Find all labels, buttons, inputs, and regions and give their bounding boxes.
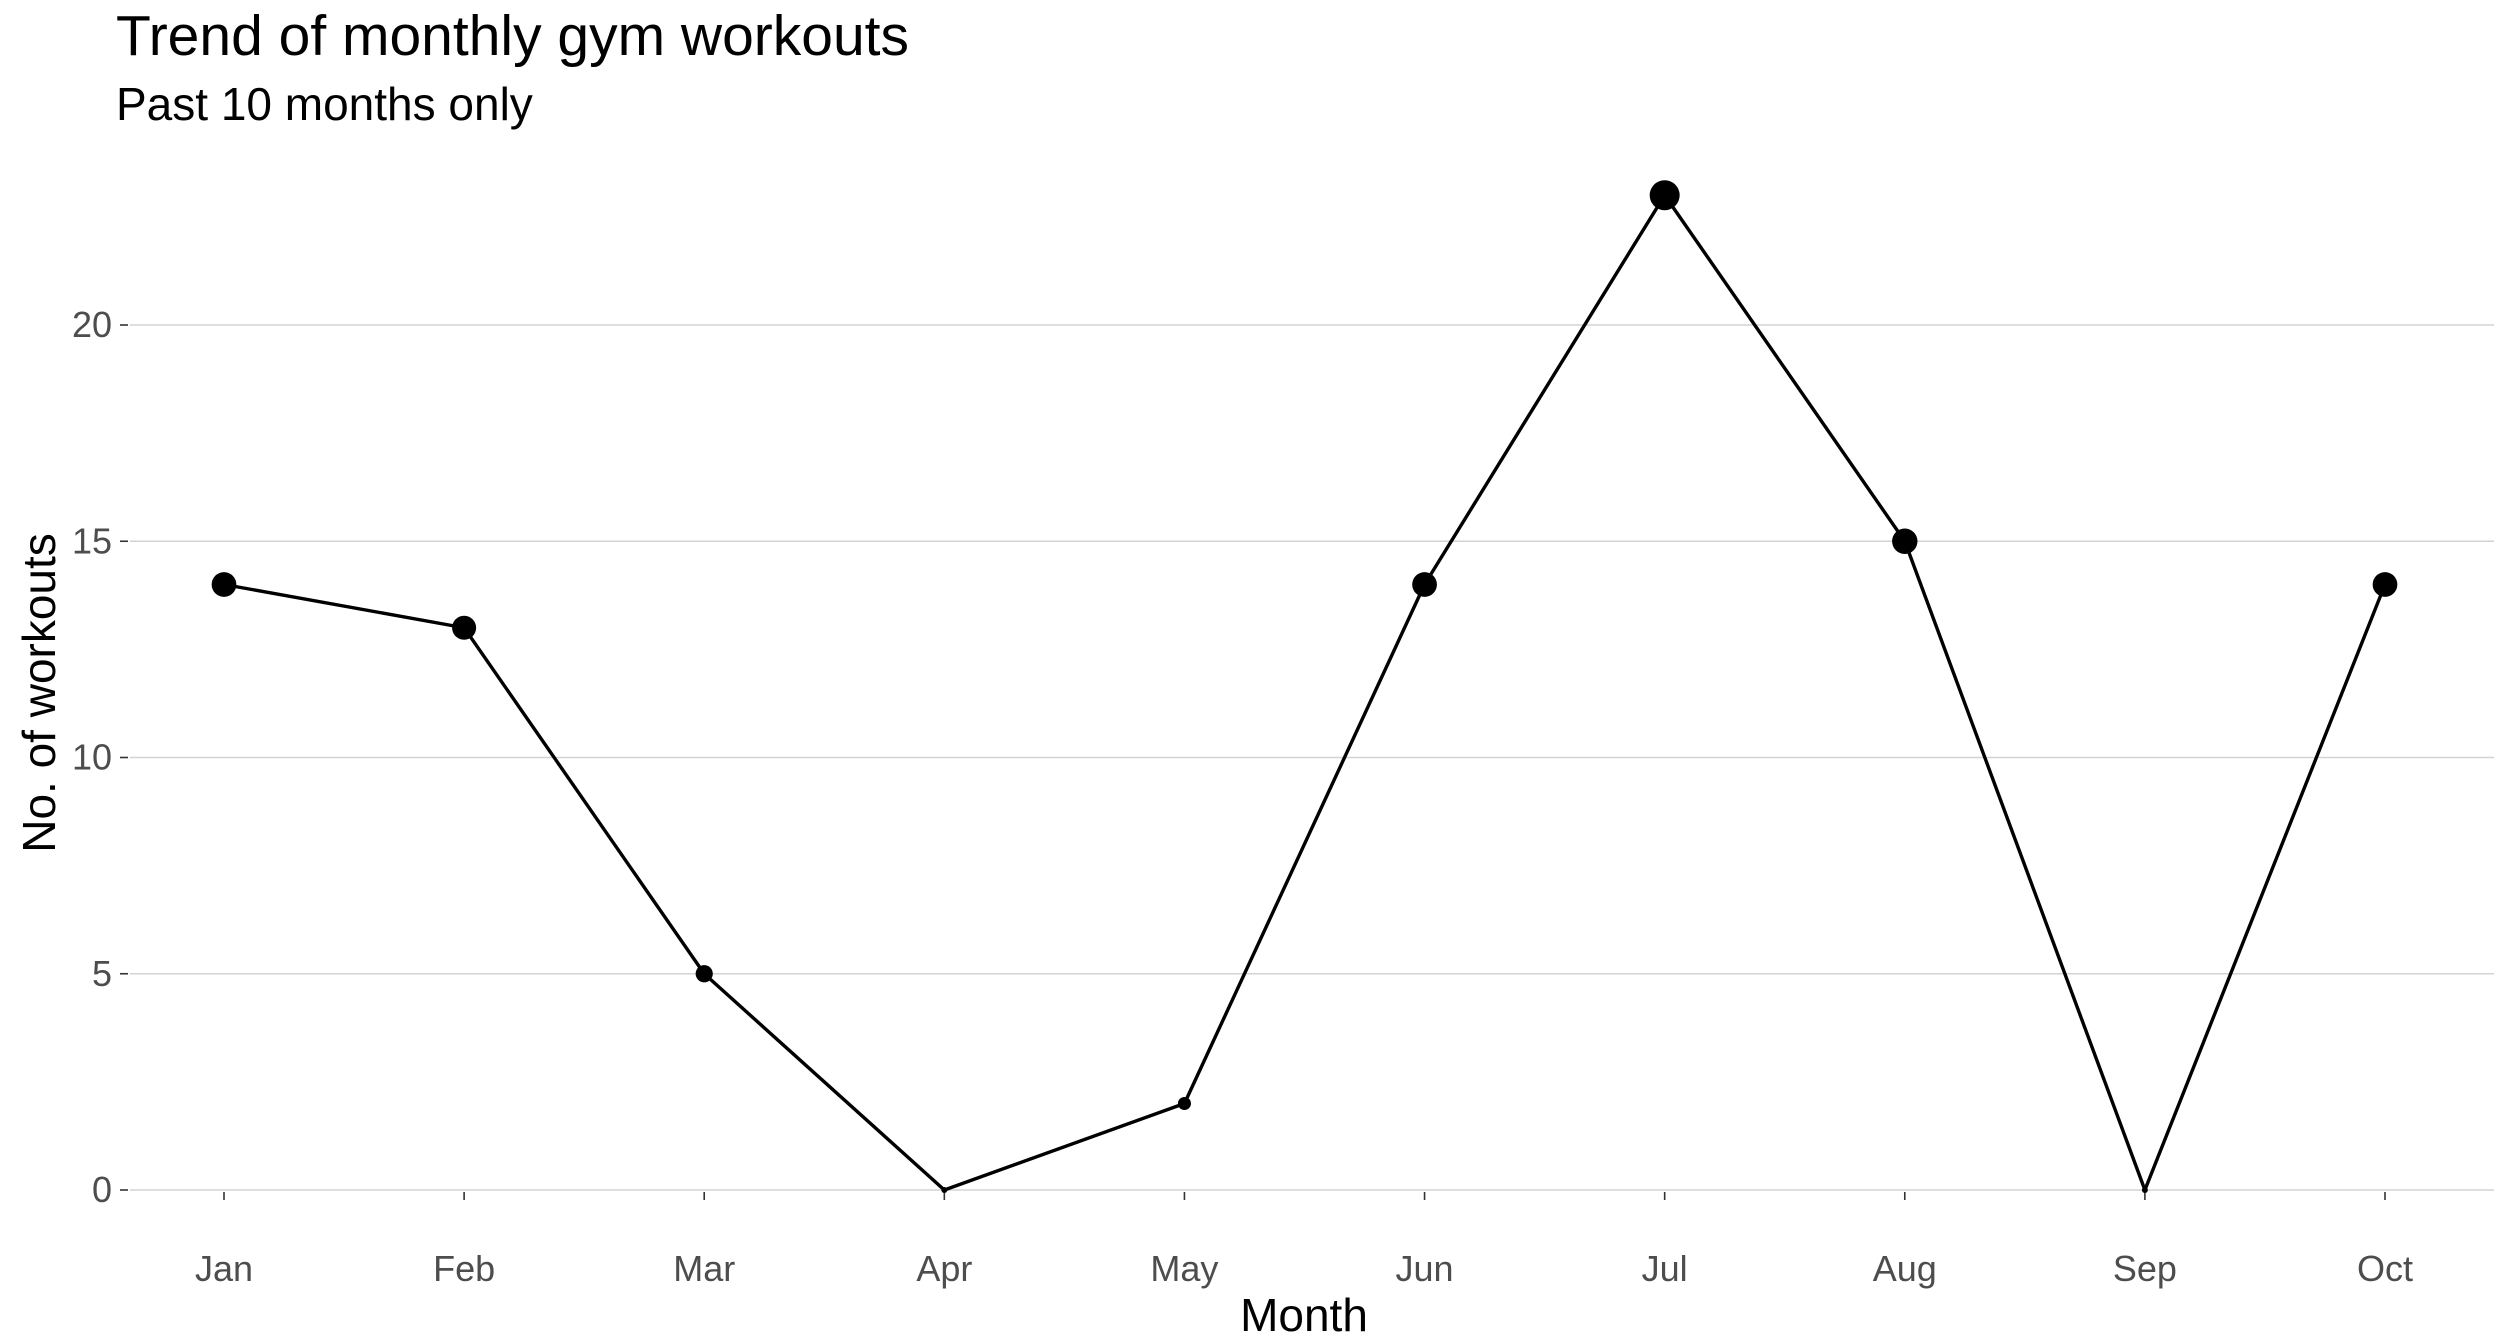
x-tick-label: Oct [2357, 1248, 2413, 1289]
gridlines [130, 324, 2494, 1191]
chart-title: Trend of monthly gym workouts [116, 4, 909, 68]
x-axis: Jan Feb Mar Apr May Jun Jul Aug Sep Oct [195, 1192, 2413, 1289]
y-axis-title: No. of workouts [13, 533, 65, 853]
data-point-sep [2141, 1187, 2148, 1193]
y-tick-label: 20 [72, 304, 112, 345]
data-point-oct [2372, 572, 2398, 597]
data-point-aug [1892, 528, 1918, 554]
x-axis-title: Month [1240, 1289, 1368, 1341]
y-tick-label: 10 [72, 737, 112, 778]
x-tick-label: Sep [2113, 1248, 2177, 1289]
data-point-jun [1412, 572, 1437, 597]
x-tick-label: Apr [916, 1248, 972, 1289]
data-point-feb [452, 615, 477, 640]
x-tick-label: Jun [1396, 1248, 1454, 1289]
x-tick-label: Jan [195, 1248, 253, 1289]
x-tick-label: Jul [1642, 1248, 1688, 1289]
y-tick-label: 15 [72, 520, 112, 561]
x-tick-label: Feb [433, 1248, 495, 1289]
data-point-jan [211, 572, 237, 597]
x-tick-label: May [1150, 1248, 1218, 1289]
chart-subtitle: Past 10 months only [116, 78, 533, 130]
data-point-may [1177, 1096, 1191, 1111]
series-line [223, 193, 2387, 1192]
data-point-mar [695, 965, 713, 983]
data-point-apr [941, 1187, 948, 1193]
series [211, 180, 2398, 1193]
data-point-jul [1649, 180, 1680, 211]
y-tick-label: 0 [92, 1169, 112, 1210]
x-tick-label: Aug [1873, 1248, 1937, 1289]
y-tick-label: 5 [92, 953, 112, 994]
x-tick-label: Mar [673, 1248, 735, 1289]
y-axis: 0 5 10 15 20 [72, 304, 128, 1210]
